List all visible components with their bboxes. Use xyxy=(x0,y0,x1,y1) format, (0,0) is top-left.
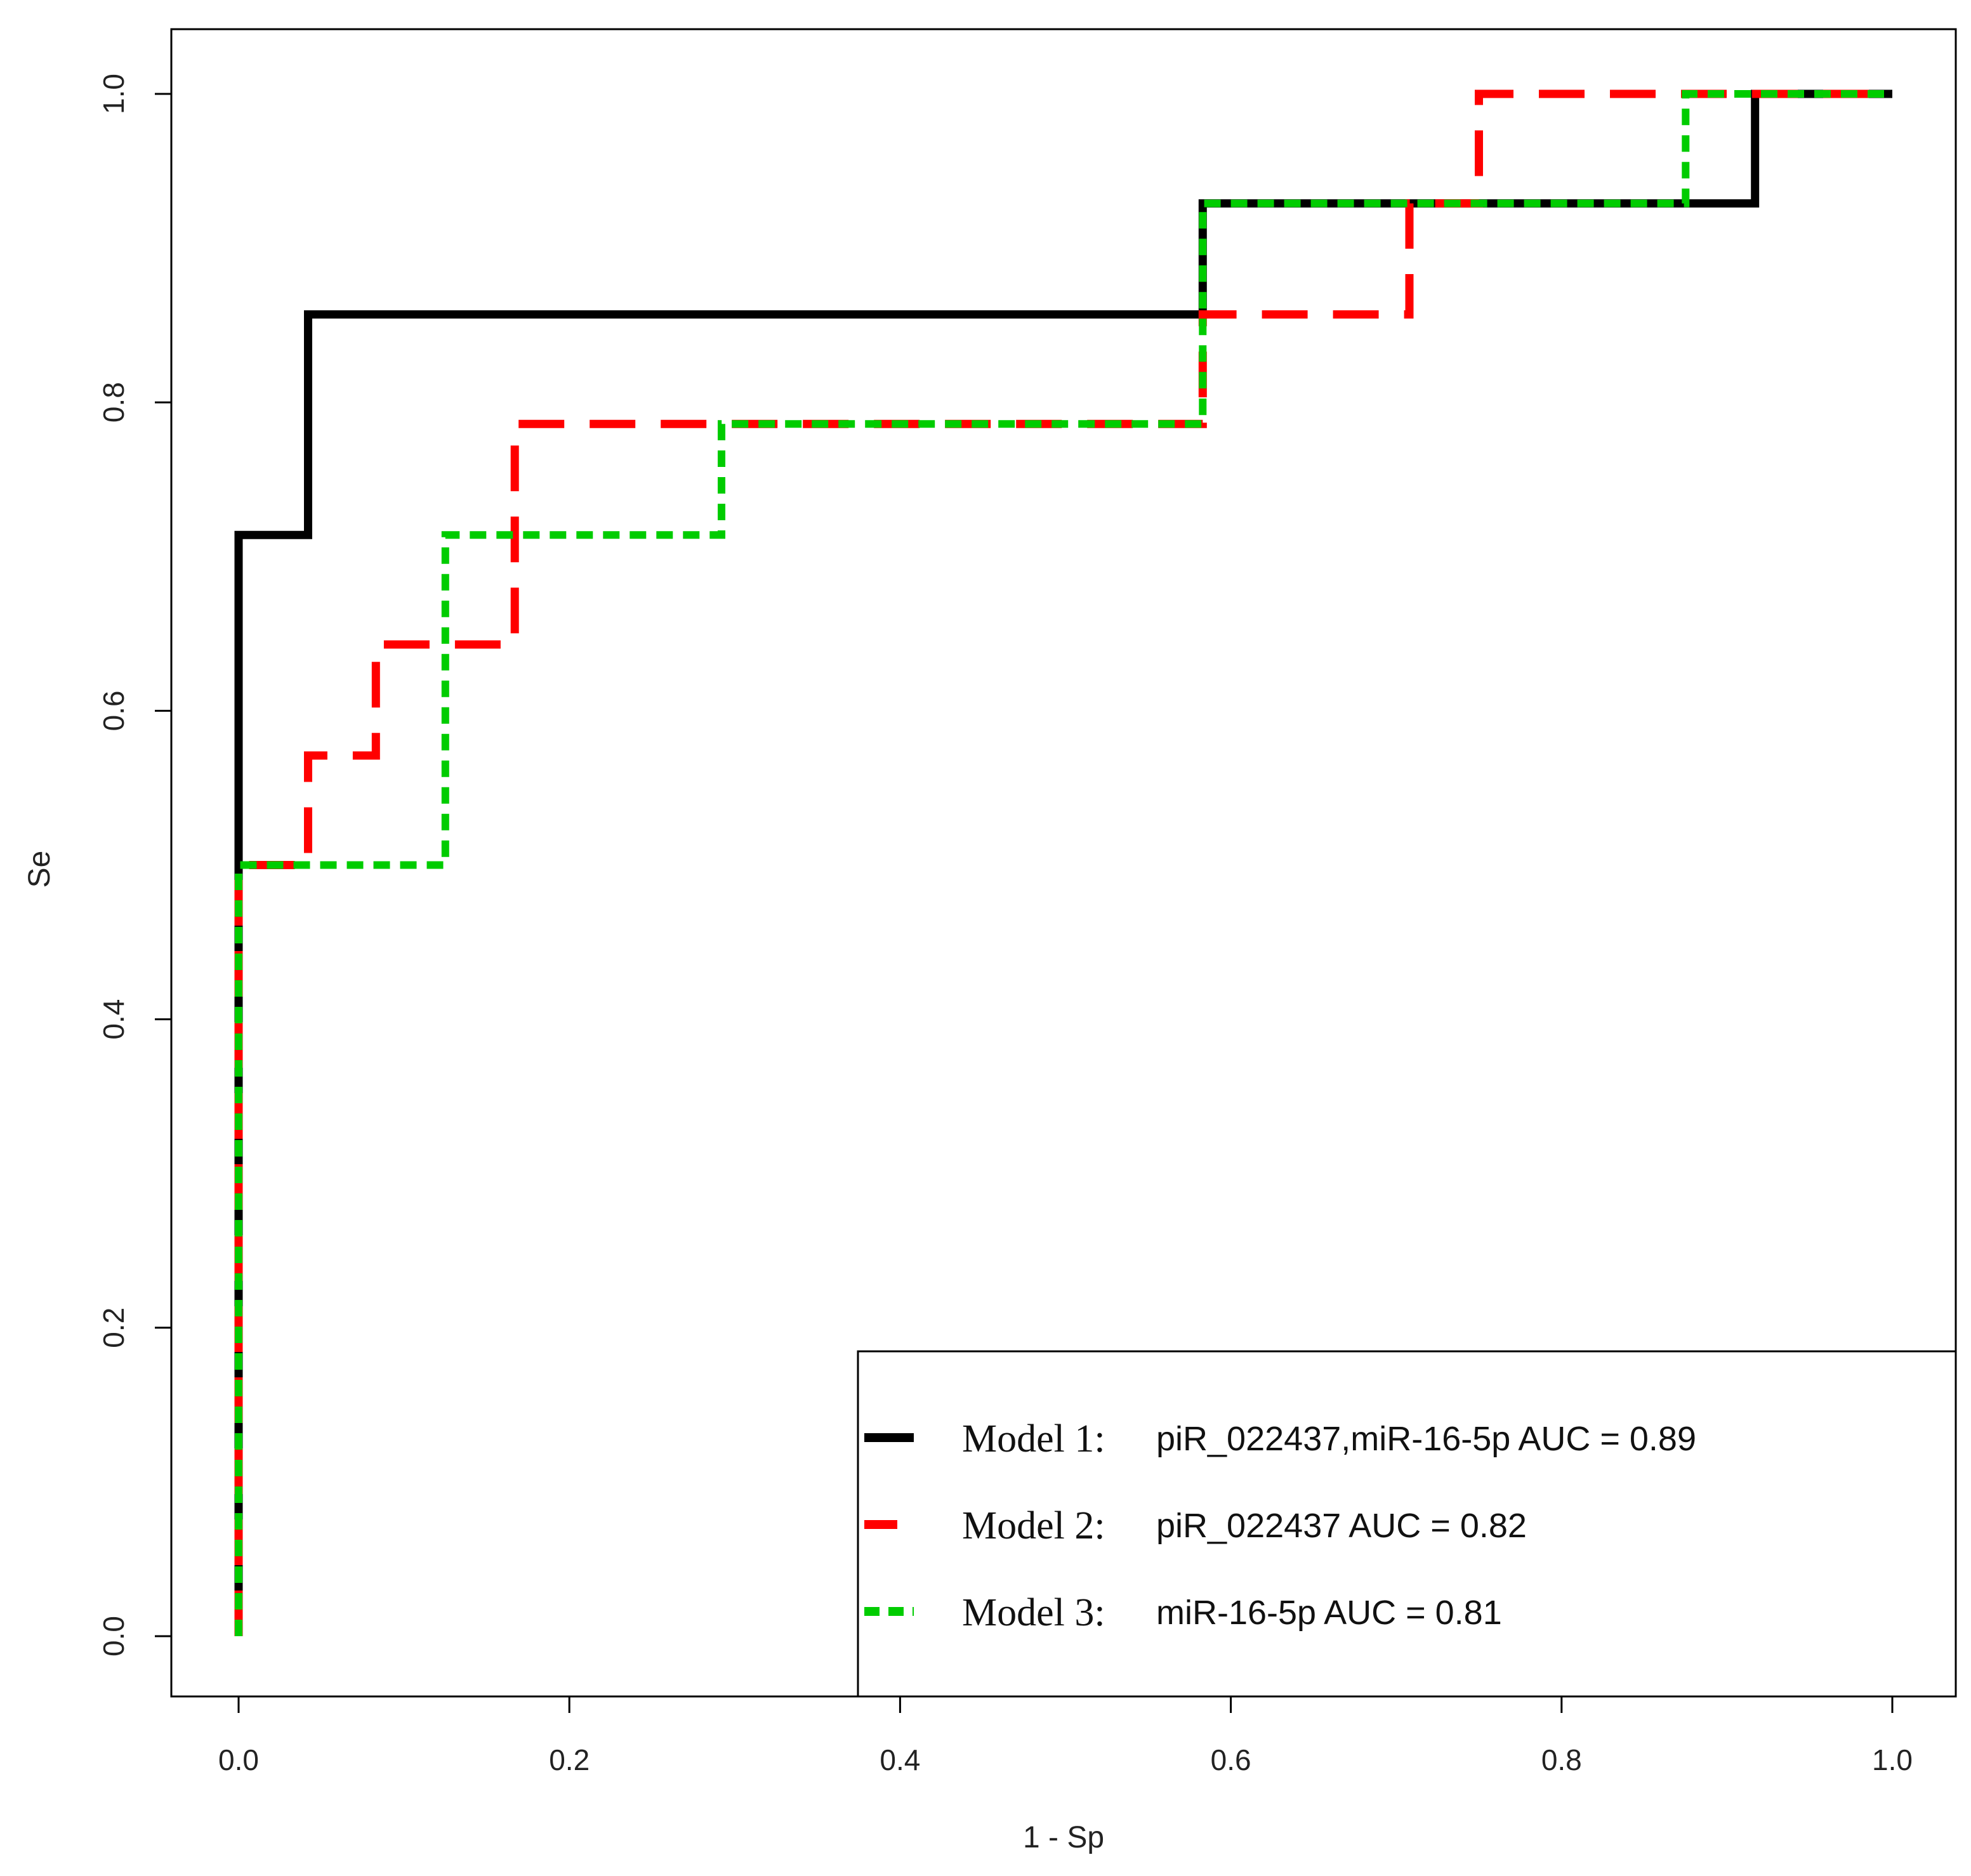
x-tick-label: 0.6 xyxy=(1211,1743,1251,1776)
y-axis: 0.0 0.2 0.4 0.6 0.8 1.0 xyxy=(97,74,173,1656)
y-tick-label: 1.0 xyxy=(97,74,130,114)
y-tick-label: 0.6 xyxy=(97,690,130,731)
x-tick-label: 0.2 xyxy=(549,1743,590,1776)
legend-description: piR_022437,miR-16-5p AUC = 0.89 xyxy=(1156,1420,1696,1458)
legend-model-label: Model 2: xyxy=(962,1504,1105,1547)
x-tick-label: 0.0 xyxy=(218,1743,259,1776)
x-tick-label: 0.4 xyxy=(880,1743,920,1776)
x-axis: 0.0 0.2 0.4 0.6 0.8 1.0 xyxy=(218,1695,1913,1776)
legend-box xyxy=(857,1350,1957,1698)
legend: Model 1: piR_022437,miR-16-5p AUC = 0.89 M… xyxy=(857,1350,1957,1698)
x-axis-label: 1 - Sp xyxy=(1023,1821,1104,1854)
legend-description: miR-16-5p AUC = 0.81 xyxy=(1156,1594,1502,1632)
y-tick-label: 0.2 xyxy=(97,1308,130,1348)
y-tick-label: 0.4 xyxy=(97,999,130,1040)
roc-curve-model-3 xyxy=(235,90,1892,1636)
legend-model-label: Model 1: xyxy=(962,1417,1105,1460)
legend-description: piR_022437 AUC = 0.82 xyxy=(1156,1507,1527,1545)
x-tick-label: 0.8 xyxy=(1541,1743,1582,1776)
y-axis-label: Se xyxy=(23,851,56,888)
x-tick-label: 1.0 xyxy=(1872,1743,1913,1776)
series-layer xyxy=(234,89,1892,1636)
y-tick-label: 0.8 xyxy=(97,382,130,423)
legend-model-label: Model 3: xyxy=(962,1591,1105,1634)
y-tick-label: 0.0 xyxy=(97,1616,130,1656)
